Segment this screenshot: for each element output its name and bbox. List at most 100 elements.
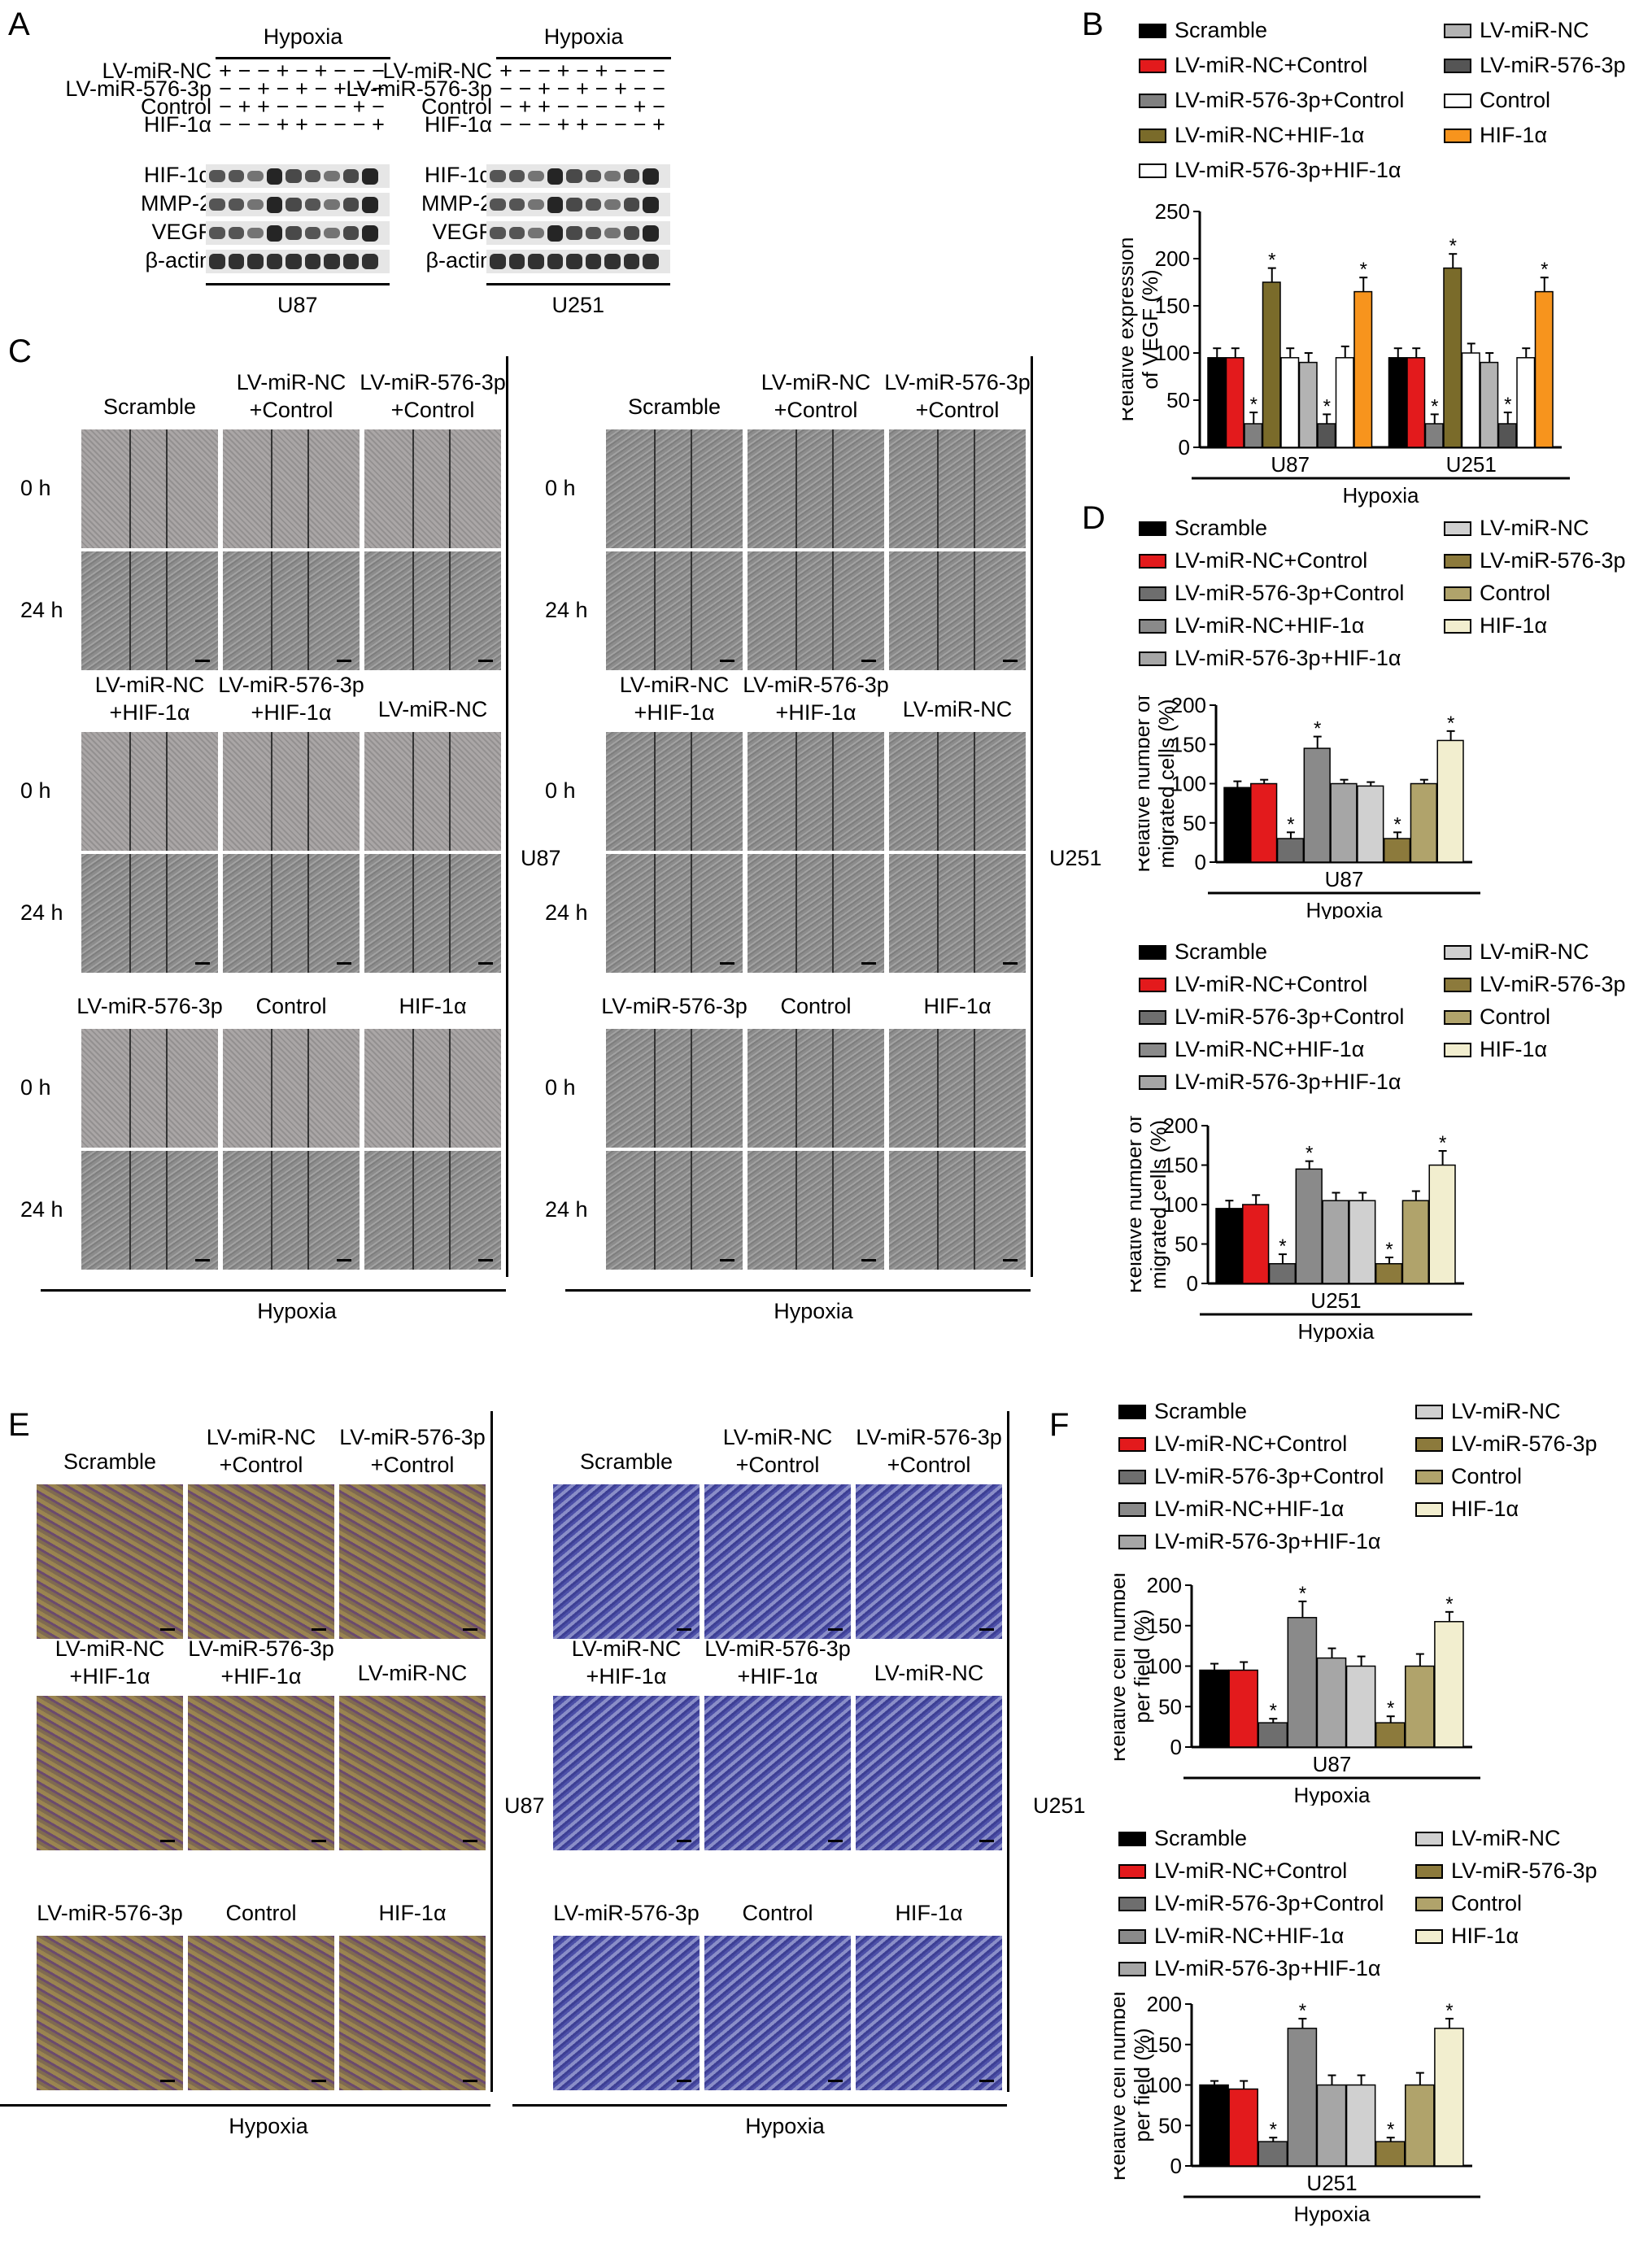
blot-band [623,169,639,183]
scale-bar [160,1840,175,1842]
condition-label: Scramble [63,1449,157,1474]
cell-line-label: U251 [1033,1793,1086,1818]
group-label: U251 [1310,1288,1361,1313]
blot-band [362,224,378,242]
y-axis-label: Relative number ofmigrated cells (%) [1139,695,1179,873]
scale-bar [463,1628,477,1631]
bar [1317,423,1336,448]
legend-label: LV-miR-576-3p+Control [1154,1891,1384,1915]
group-label: U87 [1271,452,1310,477]
legend-item: Scramble [1118,1399,1247,1424]
wound-edge [936,1029,939,1148]
bar [1262,281,1281,448]
significance-star: * [1504,394,1511,416]
legend-item: HIF-1α [1444,123,1547,148]
micrograph-image [339,1696,486,1850]
bar [1268,1263,1297,1284]
legend-label: LV-miR-576-3p+HIF-1α [1175,646,1401,670]
bar [1410,782,1437,863]
legend-swatch [1139,521,1166,536]
sign-symbol: − [499,76,512,101]
wound-edge [832,429,835,548]
y-axis-label: Relative number ofmigrated cells (%) [1131,1115,1170,1293]
micrograph-image [606,1029,743,1148]
blot-band [490,254,506,269]
legend-label: Scramble [1175,18,1268,42]
micrograph-image [37,1936,183,2090]
y-tick-label: 100 [1147,2073,1182,2098]
blot-strip [206,221,390,245]
scale-bar [1003,1259,1018,1261]
bar [1436,739,1464,863]
wound-edge [129,1151,131,1270]
blot-band [228,254,244,269]
wound-edge [307,1151,310,1270]
wound-edge [691,854,693,973]
blot-band [604,199,621,210]
wound-edge [653,429,656,548]
legend-label: LV-miR-576-3p+Control [1175,1004,1405,1029]
y-tick-label: 150 [1147,1614,1182,1638]
legend-swatch [1139,93,1166,108]
timepoint-label: 0 h [545,1075,576,1100]
blot-band [528,171,544,181]
scale-bar [312,2080,326,2082]
micrograph-image [37,1696,183,1850]
wound-edge [166,1151,168,1270]
wound-edge [653,854,656,973]
bar [1215,1208,1243,1284]
micrograph-image [889,1029,1026,1148]
legend-swatch [1444,553,1471,569]
condition-label: LV-miR-NC +HIF-1α [54,1636,165,1688]
bar [1316,1657,1347,1748]
scale-bar [195,1259,210,1261]
blot-band [304,226,320,240]
wound-edge [691,1151,693,1270]
legend-item: Control [1415,1464,1522,1489]
micrograph-image [188,1696,334,1850]
y-tick-label: 50 [1183,811,1206,835]
bar [1516,357,1536,448]
blot-band [508,169,525,183]
legend-label: LV-miR-NC+Control [1175,53,1368,77]
scale-bar [861,660,876,662]
sign-symbol: + [556,59,570,83]
sign-symbol: + [576,112,589,137]
y-tick-label: 100 [1171,772,1206,796]
wound-edge [449,429,451,548]
legend-swatch [1139,1074,1166,1090]
bar [1353,290,1373,448]
wound-edge [653,1029,656,1148]
sign-symbol: − [257,59,270,83]
wound-edge [166,854,168,973]
legend-label: Control [1480,581,1551,605]
legend-label: HIF-1α [1480,613,1548,638]
wound-edge [449,732,451,851]
bar [1345,2084,1376,2167]
condition-label: LV-miR-576-3p [553,1901,700,1925]
legend-item: LV-miR-NC+HIF-1α [1118,1497,1344,1522]
scale-bar [979,1840,994,1842]
blot-strip [206,164,390,188]
wound-edge [129,1029,131,1148]
legend-item: Control [1444,88,1550,113]
bar [1375,1263,1403,1284]
group-divider [490,1411,493,2092]
hypoxia-label: Hypoxia [543,24,624,49]
timepoint-label: 24 h [545,900,588,925]
protein-label: MMP-2 [141,191,211,216]
y-tick-label: 150 [1171,732,1206,756]
wound-edge [832,1151,835,1270]
x-axis-label: Hypoxia [1306,898,1383,919]
significance-star: * [1541,259,1548,281]
wound-edge [307,854,310,973]
legend-swatch [1444,618,1471,634]
scale-bar [1003,660,1018,662]
blot-band [547,254,563,269]
condition-label: Control [225,1901,297,1925]
sign-symbol: − [576,94,589,119]
bar [1225,357,1244,448]
treatment-label: Control [140,94,211,119]
scale-bar [828,1840,843,1842]
legend-swatch [1444,128,1471,143]
